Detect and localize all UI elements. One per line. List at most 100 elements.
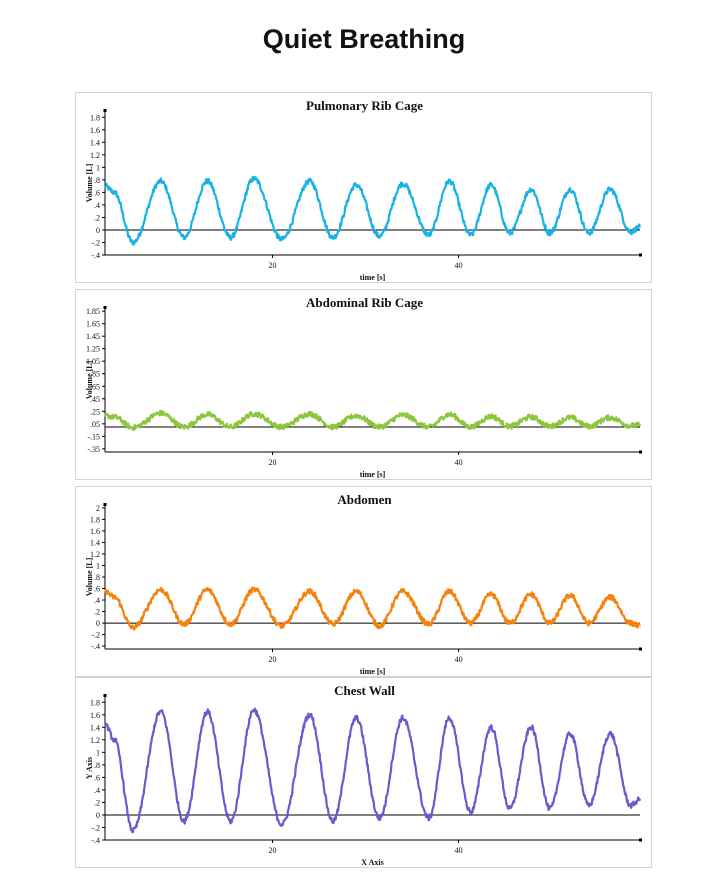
data-point: [113, 739, 116, 741]
data-point: [132, 241, 134, 244]
y-tick-label: -.35: [87, 445, 100, 454]
data-point: [104, 185, 106, 187]
data-point: [569, 594, 572, 597]
y-tick-label: 0: [96, 226, 100, 235]
data-point: [332, 236, 334, 239]
data-point: [530, 726, 532, 729]
y-tick-label: .2: [94, 213, 100, 222]
data-point: [229, 236, 232, 239]
data-point: [448, 413, 451, 416]
data-point: [378, 625, 381, 627]
y-tick-label: 1.6: [90, 527, 100, 536]
data-point: [530, 593, 532, 596]
y-tick-label: 1.4: [90, 723, 100, 732]
y-tick-label: .6: [94, 773, 100, 782]
x-tick-label: 20: [268, 846, 276, 855]
data-point: [113, 416, 116, 418]
y-axis-end-marker: [103, 503, 107, 506]
data-point: [160, 412, 162, 414]
data-point: [588, 232, 590, 234]
y-axis-label: Volume [L]: [85, 360, 94, 399]
y-tick-label: 1.25: [86, 345, 100, 354]
data-point: [588, 622, 590, 624]
y-tick-label: -.4: [91, 836, 100, 845]
data-point: [548, 425, 551, 428]
y-tick-label: 1.8: [90, 113, 100, 122]
data-point: [448, 590, 451, 593]
data-point: [427, 234, 430, 236]
data-point: [508, 807, 511, 810]
y-tick-label: .6: [94, 188, 100, 197]
data-point: [469, 426, 472, 428]
data-point: [355, 184, 358, 186]
data-point: [609, 188, 612, 191]
data-point: [160, 588, 162, 591]
data-point: [280, 426, 283, 428]
y-tick-label: .8: [94, 573, 100, 582]
data-point: [629, 622, 632, 624]
data-point: [378, 817, 381, 819]
y-tick-label: .45: [90, 395, 100, 404]
y-tick-label: .4: [94, 201, 100, 210]
chart-title: Pulmonary Rib Cage: [306, 98, 423, 113]
data-point: [378, 235, 381, 238]
y-tick-label: -.15: [87, 432, 100, 441]
data-point: [629, 424, 632, 427]
x-axis-label: X Axis: [361, 858, 383, 867]
data-point: [508, 425, 511, 428]
data-point: [639, 625, 641, 627]
data-point: [355, 590, 358, 593]
y-tick-label: .2: [94, 608, 100, 617]
y-tick-label: 1: [96, 163, 100, 172]
series-line: [103, 409, 642, 432]
y-axis-end-marker: [103, 109, 107, 112]
data-point: [206, 413, 209, 416]
y-tick-label: .05: [90, 420, 100, 429]
y-tick-label: -.2: [91, 823, 100, 832]
chart-svg-pulmonary-rib-cage: Pulmonary Rib Cage1.81.61.41.21.8.6.4.20…: [85, 98, 642, 282]
data-point: [104, 414, 106, 417]
data-point: [132, 829, 134, 832]
y-tick-label: -.4: [91, 251, 100, 260]
chart-title: Chest Wall: [334, 683, 395, 698]
y-tick-label: .65: [90, 382, 100, 391]
data-point: [588, 804, 590, 807]
data-point: [104, 590, 106, 593]
data-point: [183, 236, 185, 239]
data-point: [160, 710, 162, 713]
y-axis-end-marker: [103, 306, 107, 309]
y-axis-label: Y Axis: [85, 757, 94, 779]
data-point: [308, 413, 311, 415]
y-tick-label: -.4: [91, 642, 100, 651]
x-axis-label: time [s]: [360, 273, 386, 282]
y-tick-label: 1.6: [90, 126, 100, 135]
data-point: [401, 590, 404, 593]
data-point: [490, 184, 492, 186]
x-tick-label: 20: [268, 458, 276, 467]
data-point: [206, 710, 209, 713]
data-point: [609, 732, 612, 735]
data-point: [332, 623, 334, 626]
chart-svg-abdominal-rib-cage: Abdominal Rib Cage 1.85 1.65 1.45 1.25 1.05 .8…: [85, 295, 642, 479]
y-tick-label: 0: [96, 811, 100, 820]
data-point: [508, 232, 511, 234]
data-point: [332, 426, 334, 428]
data-point: [530, 188, 532, 191]
data-point: [229, 623, 232, 626]
data-point: [280, 625, 283, 627]
y-tick-label: 2: [96, 504, 100, 513]
data-point: [569, 188, 572, 191]
data-point: [229, 820, 232, 823]
data-point: [588, 425, 590, 428]
series-line: [104, 586, 641, 631]
data-point: [639, 226, 641, 228]
y-tick-label: 1.05: [86, 357, 100, 366]
data-point: [427, 817, 430, 819]
y-tick-label: 1.4: [90, 538, 100, 547]
x-tick-label: 40: [455, 458, 463, 467]
data-point: [548, 232, 551, 234]
y-tick-label: 1.6: [90, 711, 100, 720]
y-axis-label: Volume [L]: [85, 557, 94, 596]
x-axis-end-marker: [639, 253, 642, 257]
